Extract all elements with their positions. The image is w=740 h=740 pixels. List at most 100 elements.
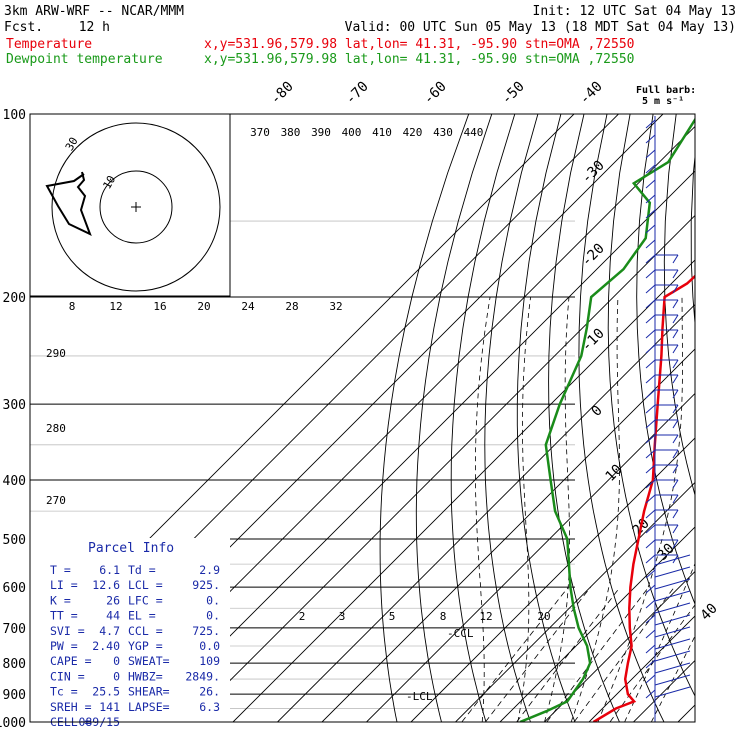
wind-barbs (645, 116, 691, 722)
wind-speed-tick: 32 (329, 300, 342, 313)
parcel-info-cell: 141 (99, 700, 120, 714)
wind-barb (672, 344, 679, 354)
isotherm-tick-label: 40 (698, 601, 721, 624)
isotherm-tick-label: 0 (589, 403, 606, 420)
wind-speed-tick: 12 (109, 300, 122, 313)
barb-legend-title: Full barb: (636, 85, 696, 96)
parcel-info-cell: SWEAT= (128, 654, 170, 668)
theta-side-label: 270 (46, 494, 66, 507)
isotherm (499, 526, 695, 722)
wind-barb (645, 689, 656, 699)
parcel-info-cell: SHEAR= (128, 685, 170, 699)
parcel-info-cell: T = (50, 563, 71, 577)
parcel-info-cell: CCL = (128, 624, 163, 638)
theta-label: 370 (250, 126, 270, 139)
parcel-info-cell: 2.9 (199, 563, 220, 577)
pressure-tick-label: 700 (3, 622, 26, 637)
isotherm-tick-label: -30 (579, 158, 608, 187)
wind-barb (645, 299, 656, 309)
wind-barb (645, 464, 656, 474)
hodograph-ring-outer (51, 122, 221, 292)
isotherm-tick-label: -40 (577, 79, 606, 108)
wind-barb (645, 119, 656, 129)
wind-barb (645, 554, 656, 564)
parcel-info-cell: PW = (50, 639, 78, 653)
parcel-info-cell: 26 (106, 593, 120, 607)
wind-barb (654, 674, 691, 686)
wind-barb (645, 254, 656, 264)
parcel-info-cell: SVI = (50, 624, 85, 638)
wind-barb (672, 389, 679, 399)
forecast-hour: 12 h (79, 20, 110, 35)
dry-adiabat (548, 114, 620, 722)
wind-barb (645, 419, 656, 429)
theta-label: 440 (464, 126, 484, 139)
mixing-ratio-label: 8 (440, 610, 447, 623)
wind-barb (672, 374, 679, 384)
pressure-tick-label: 300 (3, 398, 26, 413)
theta-side-label: 280 (46, 422, 66, 435)
pressure-tick-label: 200 (3, 291, 26, 306)
wind-barb (645, 584, 656, 594)
wind-barb (672, 539, 679, 549)
wind-barb (645, 209, 656, 219)
parcel-info-cell: LFC = (128, 593, 163, 607)
plot-frame (29, 113, 696, 723)
parcel-info-cell: 725. (192, 624, 220, 638)
dry-adiabat (607, 114, 695, 698)
wind-barb (645, 629, 656, 639)
wind-barb (645, 614, 656, 624)
isotherm (143, 170, 695, 722)
legend-dewpoint-info: x,y=531.96,579.98 lat,lon= 41.31, -95.90… (204, 52, 634, 67)
wind-barb (654, 638, 691, 650)
wind-barb (645, 284, 656, 294)
isotherm (588, 615, 695, 722)
wind-barb (645, 239, 656, 249)
isotherm (410, 437, 695, 722)
mixing-ratio-line (485, 586, 591, 722)
parcel-info-cell: TT = (50, 609, 78, 623)
pressure-tick-label: 400 (3, 474, 26, 489)
parcel-info-cell: 0.0 (199, 639, 220, 653)
dry-adiabat (450, 114, 516, 722)
isotherm-tick-label: -50 (499, 79, 528, 108)
theta-label: 400 (342, 126, 362, 139)
wind-barb (672, 254, 679, 264)
parcel-info-cell: 0. (206, 593, 220, 607)
wind-barb (672, 284, 679, 294)
forecast-label: Fcst. (4, 20, 43, 35)
isotherm (188, 214, 695, 722)
pressure-tick-label: 1000 (0, 716, 26, 731)
wind-barb (645, 539, 656, 549)
hodograph: 10 30 (29, 113, 231, 297)
model-title: 3km ARW-WRF -- NCAR/MMM (4, 4, 184, 19)
pressure-tick-label: 800 (3, 657, 26, 672)
parcel-info-cell: YGP = (128, 639, 163, 653)
wind-barb (645, 149, 656, 159)
wind-speed-tick: 24 (241, 300, 255, 313)
hodograph-ring-label: 10 (100, 173, 118, 191)
wind-barb (654, 662, 691, 674)
isotherm (321, 348, 695, 722)
moist-adiabat (544, 296, 570, 722)
wind-barb (645, 269, 656, 279)
wind-barb (645, 329, 656, 339)
moist-adiabat (517, 296, 531, 722)
isotherm (232, 259, 695, 722)
wind-barb (672, 524, 679, 534)
wind-barb (672, 479, 679, 489)
isotherm-tick-label: -70 (343, 79, 372, 108)
dewpoint-profile (519, 117, 695, 722)
mixing-ratio-label: 20 (537, 610, 550, 623)
parcel-info-box: Parcel Info T = 6.1 Td = 2.9 LI = 12.6 LCL = 92… (30, 538, 230, 729)
valid-time: Valid: 00 UTC Sun 05 May 13 (18 MDT Sat … (345, 20, 736, 35)
wind-barb (672, 269, 679, 279)
dry-adiabat (379, 114, 470, 722)
parcel-info-cell: 2849. (185, 669, 220, 683)
hodograph-ring-label: 30 (63, 135, 81, 153)
dry-adiabat (636, 114, 695, 606)
parcel-info-cell: 2.40 (92, 639, 120, 653)
dry-adiabat (690, 152, 695, 329)
wind-speed-tick: 20 (197, 300, 210, 313)
wind-barb (645, 674, 656, 684)
